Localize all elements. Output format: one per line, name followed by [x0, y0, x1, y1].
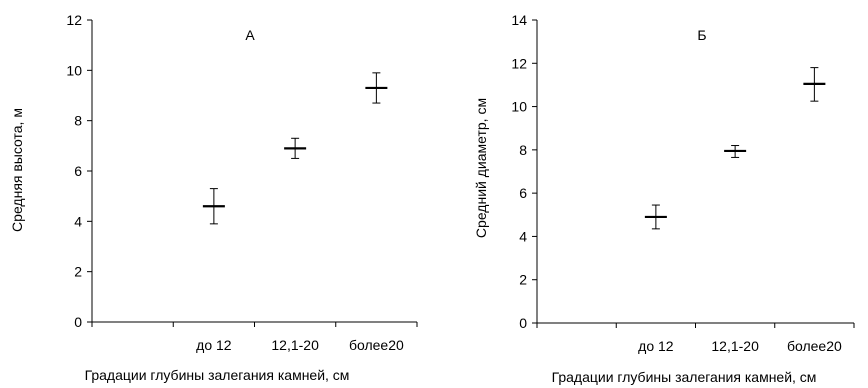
chart-a-plot-area: 0 2 4 6 8 10 12 до 12 12,1-20 более20 [66, 12, 418, 353]
chart-b-panel-label: Б [697, 27, 706, 43]
chart-b-y-axis-title: Средний диаметр, см [473, 98, 489, 238]
chart-a: А Средняя высота, м Градации глубины зал… [9, 12, 418, 383]
chart-a-y-tick-label: 8 [74, 113, 82, 129]
chart-a-y-tick-label: 0 [74, 314, 82, 330]
chart-b-data-point [724, 145, 747, 158]
chart-a-data-point [365, 72, 388, 104]
chart-b-y-tick-label: 6 [519, 185, 527, 201]
chart-b: Б Средний диаметр, см Градации глубины з… [473, 12, 855, 385]
chart-b-y-tick-label: 12 [511, 55, 527, 71]
chart-a-y-tick-label: 4 [74, 213, 82, 229]
chart-b-y-tick-label: 0 [519, 315, 527, 331]
chart-a-x-tick-label: 12,1-20 [271, 337, 319, 353]
chart-a-data-point [202, 188, 225, 225]
chart-b-y-tick-label: 4 [519, 228, 527, 244]
chart-a-y-tick-label: 12 [66, 12, 82, 28]
chart-b-y-tick-label: 2 [519, 272, 527, 288]
chart-a-y-tick-label: 6 [74, 163, 82, 179]
chart-b-plot-area: 0 2 4 6 8 10 12 14 до 12 12,1-20 более20 [511, 12, 855, 354]
chart-a-x-tick-label: более20 [349, 337, 404, 353]
chart-b-data-point [644, 204, 667, 230]
chart-b-x-tick-label: до 12 [638, 338, 674, 354]
chart-b-y-tick-label: 14 [511, 12, 527, 28]
chart-a-panel-label: А [245, 27, 255, 43]
chart-a-y-axis-title: Средняя высота, м [9, 108, 25, 232]
chart-b-y-tick-label: 8 [519, 142, 527, 158]
chart-a-y-tick-label: 2 [74, 264, 82, 280]
chart-a-y-tick-label: 10 [66, 62, 82, 78]
chart-a-x-axis-title: Градации глубины залегания камней, см [85, 367, 350, 383]
chart-b-x-tick-label: более20 [787, 338, 842, 354]
chart-a-data-point [284, 137, 307, 159]
chart-b-y-tick-label: 10 [511, 99, 527, 115]
chart-b-x-tick-label: 12,1-20 [711, 338, 759, 354]
chart-b-x-axis-title: Градации глубины залегания камней, см [552, 369, 817, 385]
chart-a-x-tick-label: до 12 [196, 337, 232, 353]
chart-b-data-point [803, 67, 826, 102]
